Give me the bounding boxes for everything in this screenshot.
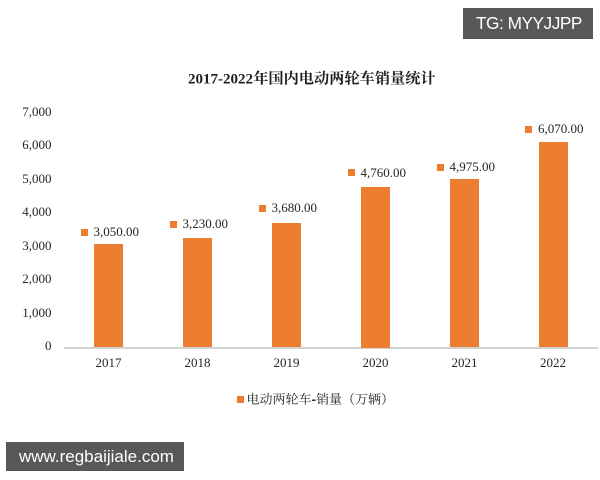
svg-text:2017-2022: 2017-2022 <box>188 71 253 87</box>
